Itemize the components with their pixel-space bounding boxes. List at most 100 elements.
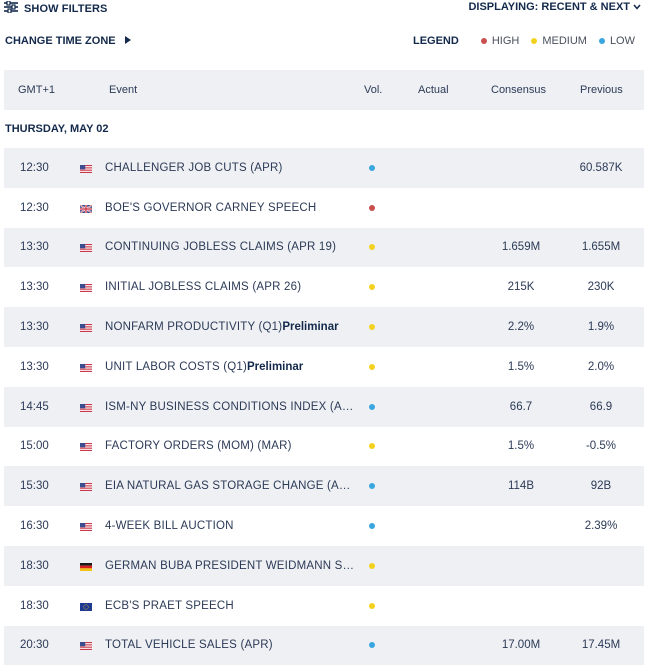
volatility-medium-dot-icon [369, 363, 375, 370]
consensus-value: 1.659M [501, 241, 541, 254]
displaying-dropdown[interactable]: DISPLAYING: RECENT & NEXT [468, 1, 641, 13]
previous-value: 60.587K [579, 161, 623, 174]
table-row[interactable]: 16:30 4-WEEK BILL AUCTION 2.39% [4, 506, 644, 546]
consensus-value: 215K [507, 281, 535, 294]
previous-value: 66.9 [589, 400, 613, 413]
displaying-label: DISPLAYING: RECENT & NEXT [468, 1, 630, 13]
event-name[interactable]: UNIT LABOR COSTS (Q1)Preliminar [105, 361, 355, 373]
event-name[interactable]: 4-WEEK BILL AUCTION [105, 520, 355, 532]
show-filters-button[interactable]: SHOW FILTERS [4, 0, 108, 16]
volatility-medium-dot-icon [369, 284, 375, 291]
table-header: GMT+1 Event Vol. Actual Consensus Previo… [4, 70, 644, 110]
table-row[interactable]: 13:30 INITIAL JOBLESS CLAIMS (APR 26) 215K… [4, 267, 644, 307]
consensus-value: 1.5% [507, 360, 535, 373]
event-name[interactable]: FACTORY ORDERS (MOM) (MAR) [105, 440, 355, 452]
event-name[interactable]: INITIAL JOBLESS CLAIMS (APR 26) [105, 281, 355, 293]
event-title: INITIAL JOBLESS CLAIMS (APR 26) [105, 281, 302, 294]
volatility-low-dot-icon [369, 403, 375, 410]
legend-low: LOW [598, 35, 635, 47]
table-body: 12:30 CHALLENGER JOB CUTS (APR) 60.587K 12:… [4, 148, 644, 666]
table-row[interactable]: 15:30 EIA NATURAL GAS STORAGE CHANGE (A… 1… [4, 466, 644, 507]
legend: LEGEND HIGH MEDIUM LOW [413, 35, 635, 47]
event-time: 14:45 [20, 400, 49, 413]
event-name[interactable]: BOE'S GOVERNOR CARNEY SPEECH [105, 202, 355, 214]
table-row[interactable]: 15:00 FACTORY ORDERS (MOM) (MAR) 1.5% -0.5% [4, 427, 644, 467]
column-header-consensus[interactable]: Consensus [491, 84, 547, 96]
event-name[interactable]: CONTINUING JOBLESS CLAIMS (APR 19) [105, 241, 355, 253]
us-flag-icon [80, 283, 92, 293]
table-row[interactable]: 12:30 CHALLENGER JOB CUTS (APR) 60.587K [4, 148, 644, 188]
de-flag-icon [80, 562, 92, 571]
us-flag-icon [80, 522, 92, 532]
volatility-low-dot-icon [369, 483, 375, 490]
event-title: FACTORY ORDERS (MOM) (MAR) [105, 440, 292, 453]
consensus-value: 1.5% [507, 440, 535, 453]
previous-value: 230K [587, 281, 615, 294]
consensus-value: 2.2% [507, 321, 535, 334]
consensus-value: 66.7 [509, 400, 533, 413]
event-name[interactable]: NONFARM PRODUCTIVITY (Q1)Preliminar [105, 321, 355, 333]
table-row[interactable]: 18:30 GERMAN BUBA PRESIDENT WEIDMANN S… [4, 545, 644, 586]
event-time: 20:30 [20, 639, 49, 652]
table-row[interactable]: 12:30 BOE'S GOVERNOR CARNEY SPEECH [4, 188, 644, 228]
column-header-time[interactable]: GMT+1 [18, 84, 55, 96]
top-toolbar: SHOW FILTERS DISPLAYING: RECENT & NEXT [0, 0, 645, 18]
event-name[interactable]: TOTAL VEHICLE SALES (APR) [105, 639, 355, 651]
volatility-low-dot-icon [369, 523, 375, 530]
previous-value: -0.5% [585, 440, 617, 453]
event-title: 4-WEEK BILL AUCTION [105, 520, 234, 533]
table-row[interactable]: 20:30 TOTAL VEHICLE SALES (APR) 17.00M 17.4… [4, 625, 644, 666]
table-row[interactable]: 18:30 ECB'S PRAET SPEECH [4, 586, 644, 626]
event-time: 13:30 [20, 241, 49, 254]
eu-flag-icon [80, 602, 92, 611]
event-time: 13:30 [20, 360, 49, 373]
event-name[interactable]: ECB'S PRAET SPEECH [105, 600, 355, 612]
volatility-medium-dot-icon [369, 602, 375, 609]
us-flag-icon [80, 363, 92, 372]
volatility-low-dot-icon [369, 642, 375, 649]
economic-calendar-table: GMT+1 Event Vol. Actual Consensus Previo… [4, 70, 644, 666]
event-time: 16:30 [20, 520, 49, 533]
legend-low-label: LOW [609, 35, 635, 47]
change-time-zone-button[interactable]: CHANGE TIME ZONE [5, 35, 131, 47]
us-flag-icon [80, 403, 92, 412]
volatility-medium-dot-icon [369, 443, 375, 450]
event-title: UNIT LABOR COSTS (Q1) [105, 360, 248, 373]
us-flag-icon [80, 641, 92, 651]
sliders-icon [4, 0, 18, 16]
medium-dot-icon [531, 38, 538, 44]
column-header-previous[interactable]: Previous [580, 84, 623, 96]
event-name[interactable]: CHALLENGER JOB CUTS (APR) [105, 162, 355, 174]
event-suffix: Preliminar [282, 321, 339, 334]
previous-value: 17.45M [581, 639, 621, 652]
event-name[interactable]: ISM-NY BUSINESS CONDITIONS INDEX (A… [105, 401, 355, 413]
legend-high-label: HIGH [491, 35, 520, 47]
table-row[interactable]: 14:45 ISM-NY BUSINESS CONDITIONS INDEX (A… [4, 386, 644, 427]
us-flag-icon [80, 164, 92, 173]
column-header-actual[interactable]: Actual [418, 84, 449, 96]
event-title: GERMAN BUBA PRESIDENT WEIDMANN S… [105, 559, 355, 572]
legend-medium-label: MEDIUM [542, 35, 587, 47]
event-name[interactable]: EIA NATURAL GAS STORAGE CHANGE (A… [105, 480, 355, 492]
caret-right-icon [116, 35, 131, 47]
event-name[interactable]: GERMAN BUBA PRESIDENT WEIDMANN S… [105, 560, 355, 572]
legend-high: HIGH [480, 35, 520, 47]
high-dot-icon [480, 38, 487, 44]
event-time: 15:30 [20, 480, 49, 493]
change-time-zone-label: CHANGE TIME ZONE [5, 35, 116, 47]
event-time: 18:30 [20, 599, 49, 612]
volatility-high-dot-icon [369, 204, 375, 211]
previous-value: 2.0% [587, 360, 615, 373]
event-time: 18:30 [20, 559, 49, 572]
table-row[interactable]: 13:30 NONFARM PRODUCTIVITY (Q1)Preliminar… [4, 307, 644, 347]
table-row[interactable]: 13:30 UNIT LABOR COSTS (Q1)Preliminar 1.5%… [4, 347, 644, 387]
event-title: CONTINUING JOBLESS CLAIMS (APR 19) [105, 241, 337, 254]
event-title: CHALLENGER JOB CUTS (APR) [105, 161, 283, 174]
event-title: NONFARM PRODUCTIVITY (Q1) [105, 321, 283, 334]
event-title: BOE'S GOVERNOR CARNEY SPEECH [105, 201, 317, 214]
column-header-vol[interactable]: Vol. [364, 84, 383, 96]
event-title: EIA NATURAL GAS STORAGE CHANGE (A… [105, 480, 351, 493]
event-suffix: Preliminar [247, 360, 304, 373]
table-row[interactable]: 13:30 CONTINUING JOBLESS CLAIMS (APR 19) 1… [4, 227, 644, 268]
column-header-event[interactable]: Event [109, 84, 138, 96]
